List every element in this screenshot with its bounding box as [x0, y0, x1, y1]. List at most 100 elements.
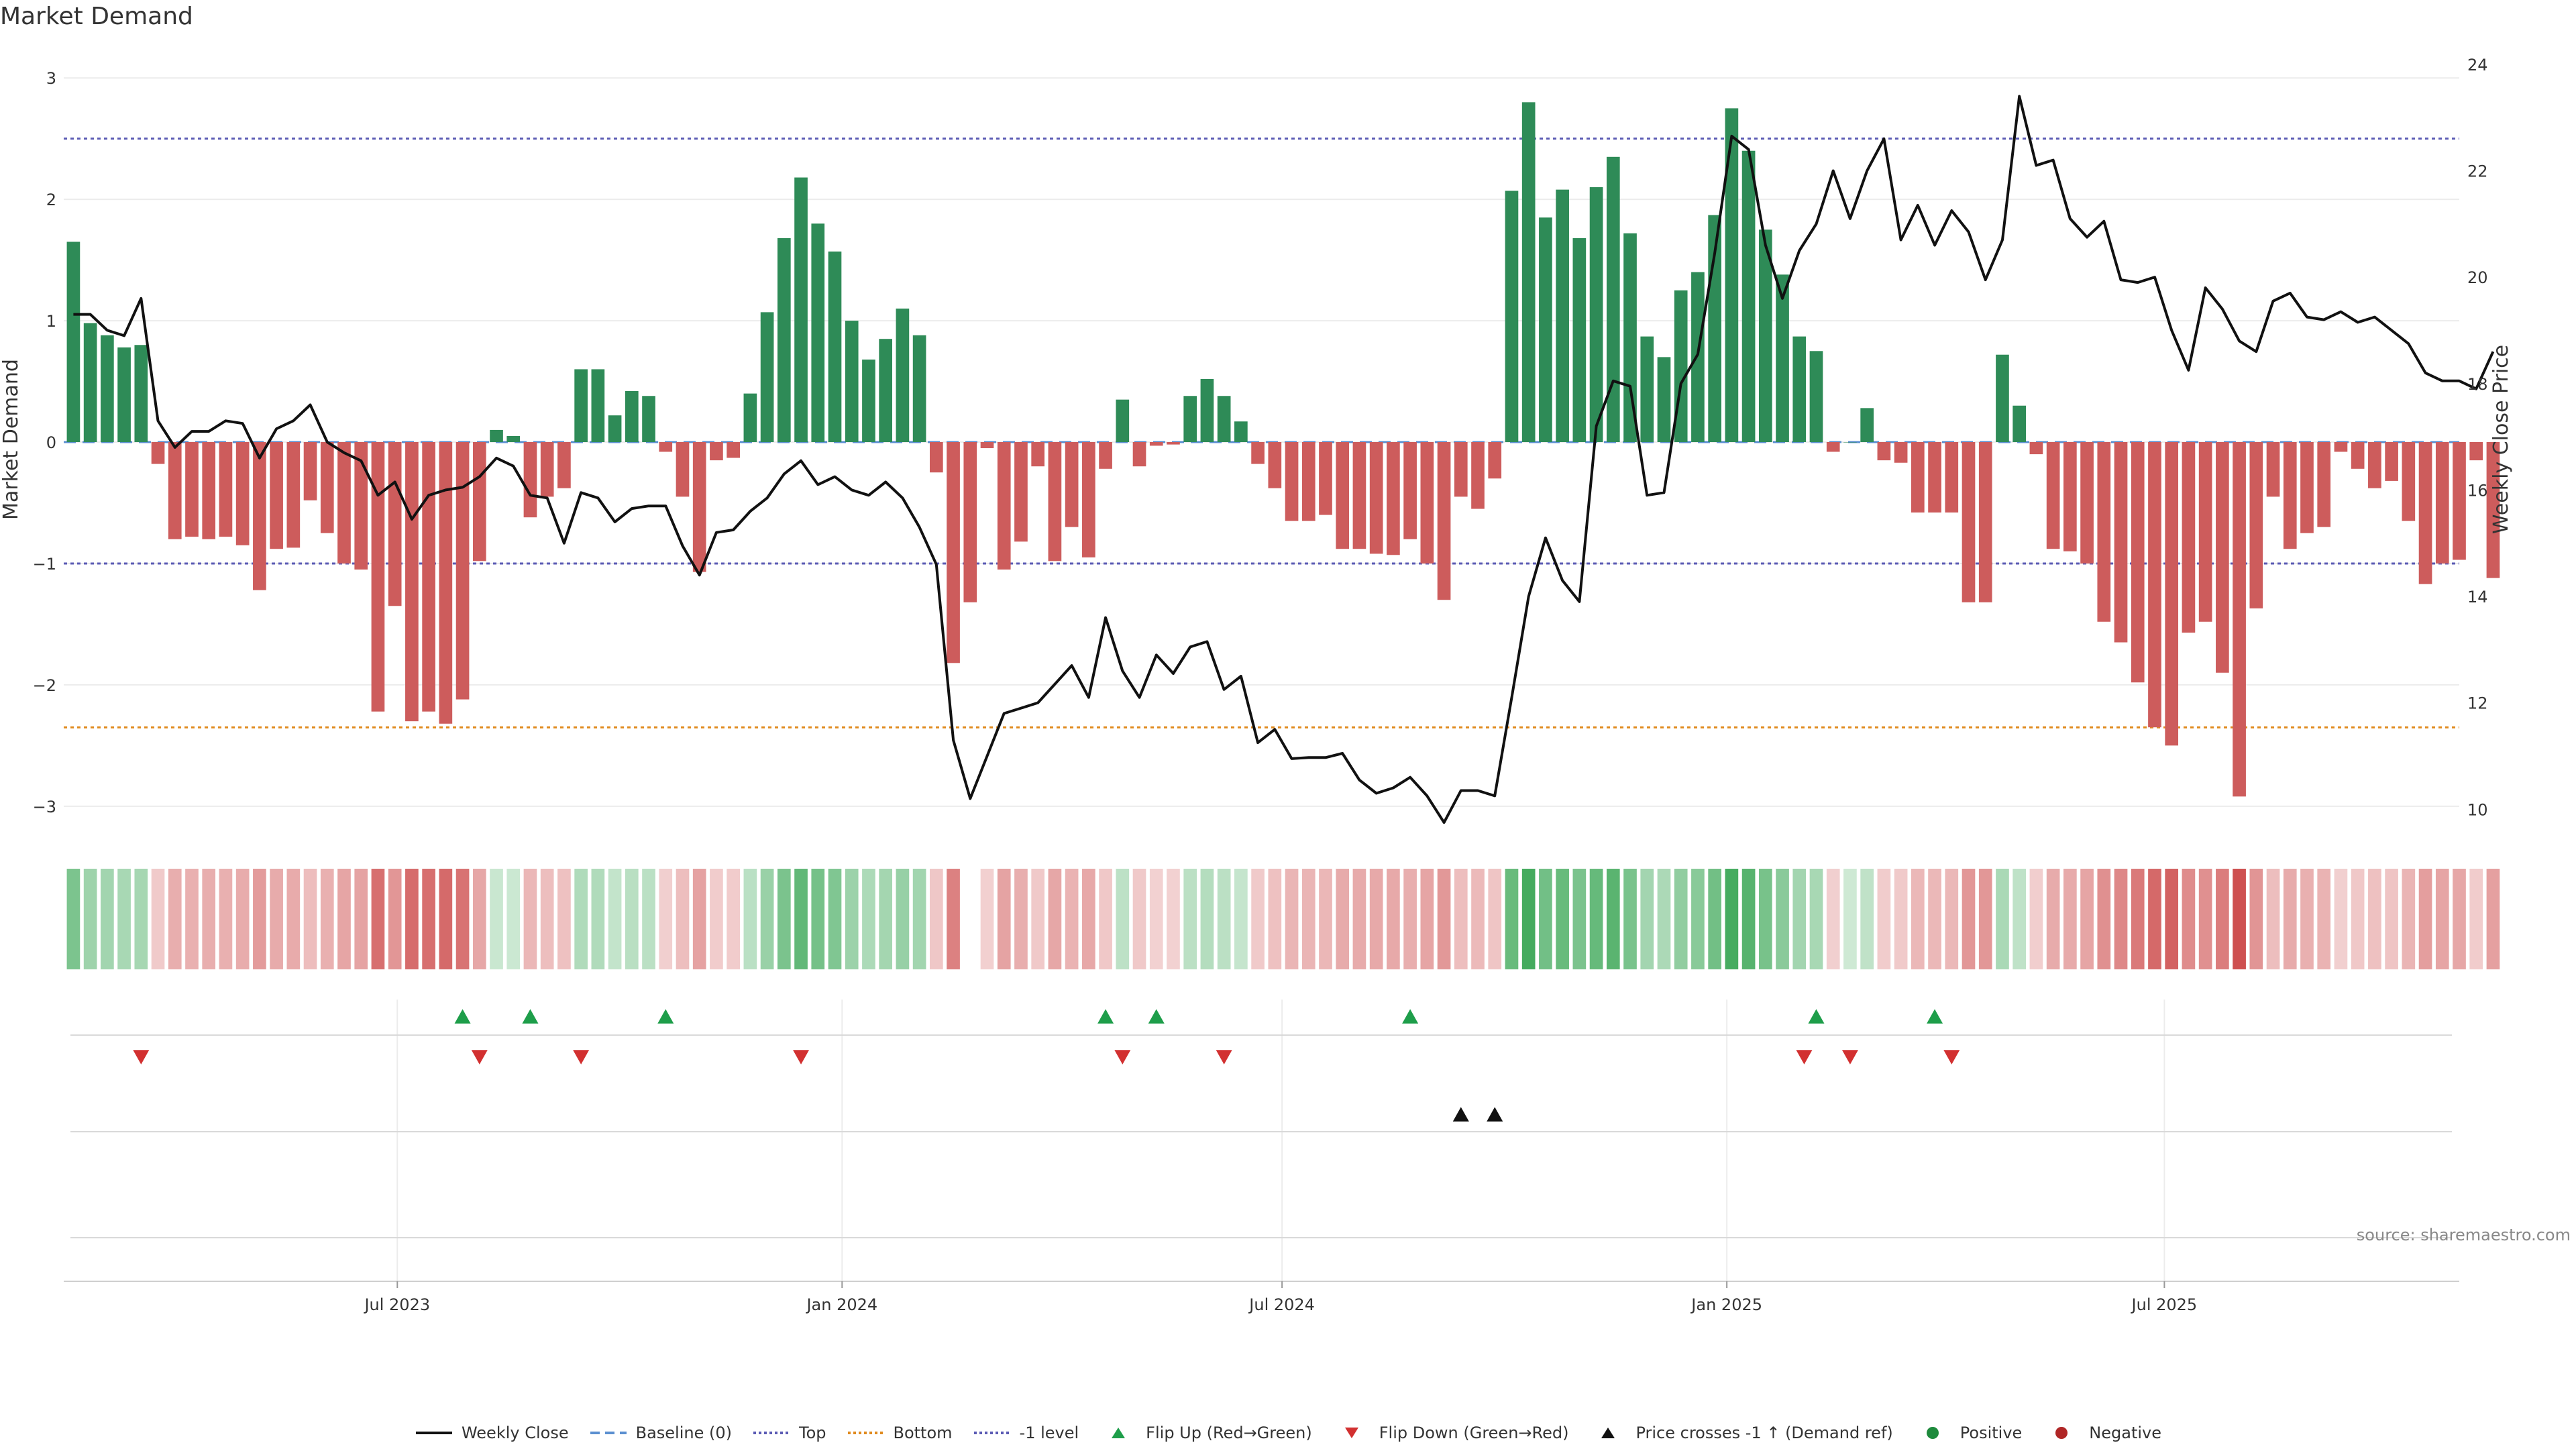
demand-bar: [439, 442, 453, 724]
legend-swatch: [1112, 1428, 1126, 1438]
legend-label: Flip Down (Green→Red): [1379, 1424, 1569, 1442]
demand-bar: [1505, 191, 1519, 442]
heat-cell: [185, 869, 199, 969]
heat-cell: [845, 869, 859, 969]
demand-bar: [1521, 102, 1536, 442]
demand-bar: [151, 442, 165, 464]
heat-cell: [2165, 869, 2179, 969]
heat-cell: [540, 869, 554, 969]
heat-cell: [270, 869, 283, 969]
heat-cell: [1945, 869, 1959, 969]
demand-bar: [1167, 442, 1180, 445]
heat-cell: [1860, 869, 1874, 969]
heat-cell: [1572, 869, 1587, 969]
demand-bar: [2165, 442, 2179, 746]
demand-bar: [134, 345, 148, 442]
heat-cell: [1640, 869, 1654, 969]
y-tick-label: −2: [33, 676, 56, 695]
demand-bar: [862, 359, 875, 442]
flip-up-marker: [657, 1009, 674, 1024]
heat-cell: [1082, 869, 1095, 969]
demand-bar: [574, 369, 588, 442]
demand-bar: [591, 369, 605, 442]
heat-cell: [2486, 869, 2500, 969]
heat-cell: [1657, 869, 1671, 969]
heat-cell: [710, 869, 723, 969]
heat-cell: [439, 869, 453, 969]
demand-bar: [710, 442, 723, 461]
demand-bar: [1031, 442, 1045, 467]
demand-bar: [2368, 442, 2381, 488]
heat-cell: [354, 869, 368, 969]
y2-tick-label: 24: [2467, 56, 2488, 74]
heat-cell: [2317, 869, 2331, 969]
demand-bar: [2063, 442, 2077, 551]
demand-bar: [303, 442, 317, 500]
heat-cell: [1962, 869, 1976, 969]
demand-bar: [2198, 442, 2212, 622]
legend-swatch: [1926, 1427, 1939, 1439]
heat-cell: [371, 869, 385, 969]
demand-bar: [879, 339, 893, 442]
gridlines: [64, 77, 2459, 1281]
legend-item: Top: [752, 1424, 826, 1442]
demand-bar: [1014, 442, 1028, 542]
demand-bar: [506, 435, 521, 442]
heat-cell: [1048, 869, 1062, 969]
demand-bar: [1200, 378, 1214, 442]
demand-bar: [777, 238, 791, 442]
heat-cell: [625, 869, 639, 969]
flip-down-marker: [1796, 1050, 1813, 1065]
demand-bar: [1945, 442, 1959, 513]
heat-cell: [1099, 869, 1112, 969]
heat-cell: [574, 869, 588, 969]
heat-cell: [997, 869, 1011, 969]
flip-down-marker: [1943, 1050, 1960, 1065]
demand-bar: [1996, 354, 2009, 442]
heat-cell: [2351, 869, 2365, 969]
legend-swatch: [415, 1432, 452, 1434]
legend-item: Positive: [1913, 1424, 2022, 1442]
flip-down-marker: [471, 1050, 488, 1065]
source-note: source: sharemaestro.com: [2357, 1226, 2571, 1244]
demand-bar: [1403, 442, 1417, 539]
demand-bar: [405, 442, 419, 722]
heat-cell: [1471, 869, 1485, 969]
legend-label: Price crosses -1 ↑ (Demand ref): [1635, 1424, 1893, 1442]
heat-cell: [642, 869, 655, 969]
heat-cell: [1301, 869, 1316, 969]
heat-cell: [1606, 869, 1620, 969]
heat-cell: [727, 869, 740, 969]
demand-bar: [1387, 442, 1400, 555]
demand-bar: [2080, 442, 2094, 564]
heat-cell: [1894, 869, 1908, 969]
price-cross-marker: [1487, 1107, 1503, 1122]
heat-cell: [1387, 869, 1400, 969]
flip-up-marker: [1097, 1009, 1114, 1024]
demand-bar: [472, 442, 486, 561]
demand-bar: [930, 442, 943, 473]
demand-bar: [811, 223, 825, 442]
demand-bar: [2300, 442, 2314, 533]
demand-bar: [388, 442, 402, 606]
heat-cell: [2114, 869, 2128, 969]
heat-cell: [1843, 869, 1857, 969]
heat-cell: [828, 869, 842, 969]
heat-cell: [1319, 869, 1332, 969]
demand-bar: [1978, 442, 1992, 602]
demand-bar: [1301, 442, 1316, 521]
demand-bar: [2046, 442, 2060, 549]
demand-bar: [1251, 442, 1265, 464]
heat-cell: [151, 869, 165, 969]
demand-bar: [2317, 442, 2331, 527]
demand-bar: [2435, 442, 2449, 564]
demand-bar: [2233, 442, 2246, 797]
demand-bar: [1860, 408, 1874, 442]
y2-tick-label: 20: [2467, 268, 2488, 287]
demand-bar: [1589, 187, 1603, 442]
heat-cell: [472, 869, 486, 969]
demand-bar: [168, 442, 182, 539]
flip-up-marker: [1927, 1009, 1943, 1024]
heat-cell: [2435, 869, 2449, 969]
heat-cell: [2097, 869, 2111, 969]
